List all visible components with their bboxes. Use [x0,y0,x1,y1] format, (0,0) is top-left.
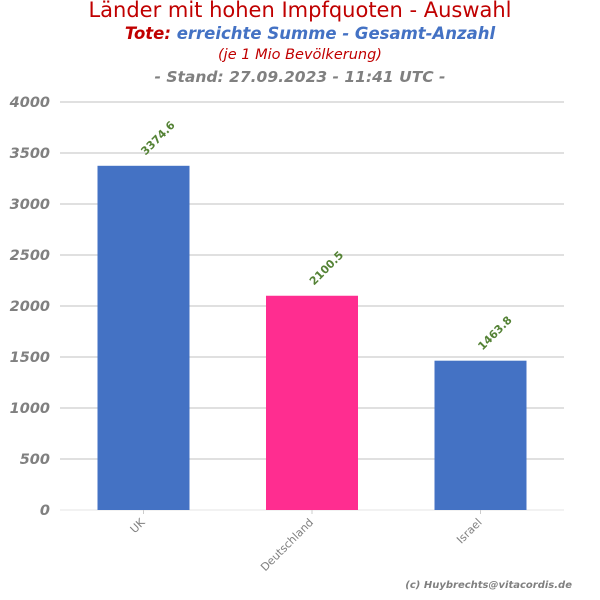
y-tick-label-500: 500 [20,452,50,468]
x-tick-label-deutschland: Deutschland [258,516,316,574]
subtitle-prefix: Tote: [124,24,171,43]
y-tick-label-1500: 1500 [10,350,50,366]
y-tick-label-4000: 4000 [9,95,50,111]
subtitle-main: erreichte Summe - Gesamt-Anzahl [176,24,496,43]
y-tick-label-2500: 2500 [10,248,50,264]
data-label-israel: 1463.8 [475,314,514,353]
chart-timestamp: - Stand: 27.09.2023 - 11:41 UTC - [154,68,446,86]
bar-israel [434,360,527,510]
chart-subtitle: Tote: erreichte Summe - Gesamt-Anzahl [0,24,600,43]
copyright-note: (c) Huybrechts@vitacordis.de [405,580,572,591]
y-tick-label-0: 0 [40,503,50,519]
y-tick-label-1000: 1000 [10,401,50,417]
y-tick-label-3500: 3500 [10,146,50,162]
data-label-uk: 3374.6 [138,118,177,157]
chart-note: (je 1 Mio Bevölkerung) [218,47,382,63]
chart-title: Länder mit hohen Impfquoten - Auswahl [88,0,512,22]
y-tick-label-2000: 2000 [10,299,50,315]
bar-deutschland [266,295,358,510]
bar-uk [97,165,190,510]
x-tick-label-uk: UK [128,515,149,536]
x-tick-label-israel: Israel [454,516,484,546]
y-tick-label-3000: 3000 [10,197,50,213]
